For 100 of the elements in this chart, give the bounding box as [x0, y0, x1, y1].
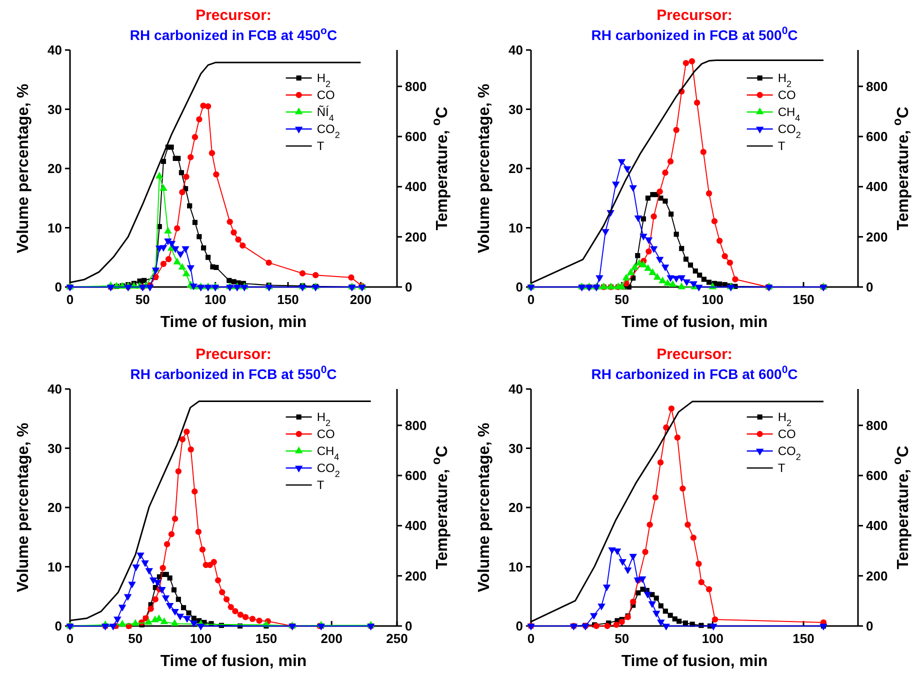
point	[152, 596, 158, 602]
point	[622, 274, 630, 280]
y-axis-title: Volume percentage, %	[15, 84, 32, 254]
legend-label: CO$_{2}$	[316, 122, 340, 140]
y-tick-label: 10	[48, 559, 62, 574]
point	[160, 184, 168, 191]
point	[612, 182, 620, 188]
point	[711, 218, 718, 224]
point	[650, 246, 658, 253]
point	[648, 268, 656, 276]
point	[168, 531, 175, 538]
point	[654, 596, 659, 601]
y-tick-label: 0	[54, 618, 62, 634]
legend-label: CH$_{4}$	[778, 105, 800, 124]
point	[183, 616, 191, 623]
point	[662, 608, 668, 614]
point	[663, 424, 670, 431]
point	[662, 198, 668, 204]
point	[710, 624, 718, 630]
point	[644, 592, 652, 598]
legend-label: CO	[316, 427, 335, 442]
point	[174, 225, 180, 232]
y-tick-label: 10	[508, 559, 523, 574]
point	[256, 618, 262, 624]
point	[160, 245, 168, 252]
y-axis-title: Volume percentage, %	[476, 422, 493, 592]
legend-label: ÑÍ$_{4}$	[316, 105, 334, 124]
point	[688, 58, 696, 64]
point	[312, 272, 319, 278]
chart-title: Precursor:	[196, 346, 272, 363]
y2-tick-label: 200	[866, 229, 888, 244]
point	[235, 236, 242, 243]
point	[176, 252, 184, 258]
point	[208, 150, 216, 156]
x-axis-title: Time of fusion, min	[621, 653, 768, 670]
point	[348, 274, 354, 281]
y2-tick-label: 600	[866, 468, 888, 484]
point	[191, 616, 196, 621]
x-axis-title: Time of fusion, min	[160, 314, 307, 331]
legend-label: CO$_{2}$	[316, 461, 340, 480]
point	[170, 619, 179, 626]
point	[192, 220, 198, 225]
y2-tick-label: 0	[405, 618, 412, 634]
y2-tick-label: 600	[405, 468, 427, 484]
point	[158, 587, 166, 594]
point	[700, 148, 706, 155]
point	[590, 613, 598, 620]
y-tick-label: 40	[48, 42, 62, 58]
point	[160, 260, 167, 267]
point	[634, 215, 642, 222]
point	[629, 554, 637, 561]
point	[299, 270, 306, 276]
y2-tick-label: 800	[866, 78, 888, 94]
point	[219, 589, 226, 596]
y-tick-label: 30	[48, 102, 62, 117]
point	[682, 620, 688, 626]
point	[613, 622, 620, 628]
point	[192, 134, 198, 140]
point	[132, 619, 140, 626]
point	[231, 279, 236, 284]
point	[184, 428, 190, 435]
point	[154, 580, 162, 587]
point	[178, 262, 186, 270]
y-tick-label: 20	[48, 161, 62, 176]
point	[173, 258, 181, 264]
point	[146, 284, 154, 292]
point	[692, 268, 698, 274]
point	[186, 610, 192, 616]
point	[240, 242, 246, 249]
y2-tick-label: 600	[866, 129, 888, 144]
point	[668, 212, 674, 217]
point	[187, 203, 192, 208]
point	[179, 436, 186, 442]
point	[172, 516, 178, 522]
point	[230, 229, 237, 236]
point	[657, 459, 664, 466]
point	[717, 281, 722, 287]
point	[680, 485, 686, 492]
x-tick-label: 100	[702, 631, 724, 646]
point	[645, 196, 651, 201]
point	[168, 144, 174, 150]
point	[167, 575, 172, 581]
chart-title: Precursor:	[656, 346, 732, 363]
chart-title: Precursor:	[656, 7, 732, 24]
point	[118, 620, 126, 626]
y2-tick-label: 0	[866, 618, 874, 634]
y2-tick-label: 800	[405, 78, 427, 94]
point	[658, 276, 666, 284]
point	[706, 280, 712, 285]
point	[644, 237, 653, 244]
point	[249, 616, 256, 622]
point	[690, 534, 696, 541]
legend-label: CO	[778, 427, 796, 442]
x-tick-label: 50	[128, 631, 143, 646]
point	[192, 488, 198, 495]
point	[696, 560, 702, 567]
point	[171, 608, 179, 616]
point	[630, 262, 639, 270]
y-tick-label: 40	[508, 382, 523, 397]
point	[674, 434, 681, 441]
